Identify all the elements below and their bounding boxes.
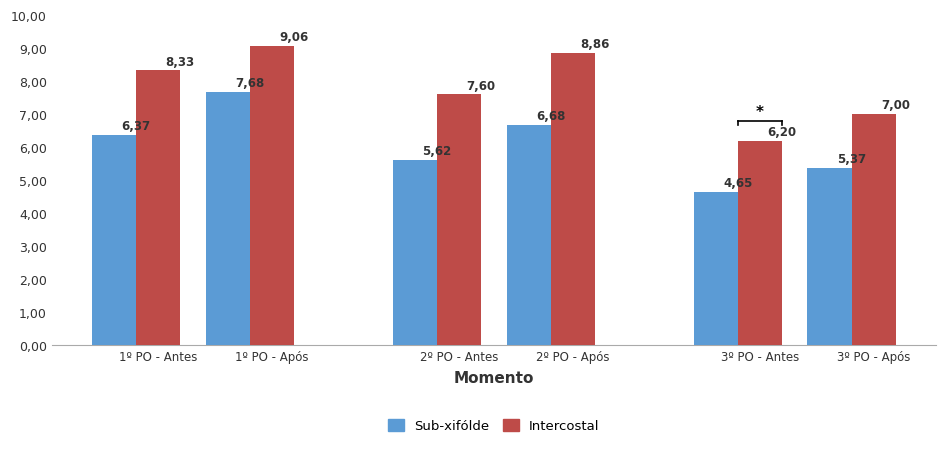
Legend: Sub-xifólde, Intercostal: Sub-xifólde, Intercostal [383, 414, 605, 438]
Text: 8,33: 8,33 [166, 56, 195, 68]
Text: 7,60: 7,60 [467, 80, 495, 92]
Text: *: * [756, 105, 764, 120]
X-axis label: Momento: Momento [454, 370, 534, 385]
Text: 7,00: 7,00 [882, 99, 910, 112]
Bar [92, 136, 136, 345]
Text: 4,65: 4,65 [724, 177, 753, 190]
Bar [205, 92, 250, 345]
Text: 6,20: 6,20 [767, 126, 796, 139]
Text: 5,37: 5,37 [837, 153, 867, 166]
Bar [437, 95, 481, 345]
Text: 7,68: 7,68 [236, 77, 264, 90]
Bar [250, 47, 295, 345]
Text: 6,68: 6,68 [536, 110, 565, 123]
Text: 5,62: 5,62 [422, 145, 452, 158]
Bar [808, 168, 851, 345]
Text: 9,06: 9,06 [279, 31, 309, 45]
Bar [851, 115, 896, 345]
Text: 6,37: 6,37 [121, 120, 151, 133]
Text: 8,86: 8,86 [581, 38, 610, 51]
Bar [693, 192, 738, 345]
Bar [507, 126, 551, 345]
Bar [551, 54, 595, 345]
Bar [738, 141, 782, 345]
Bar [393, 160, 437, 345]
Bar [136, 71, 180, 345]
